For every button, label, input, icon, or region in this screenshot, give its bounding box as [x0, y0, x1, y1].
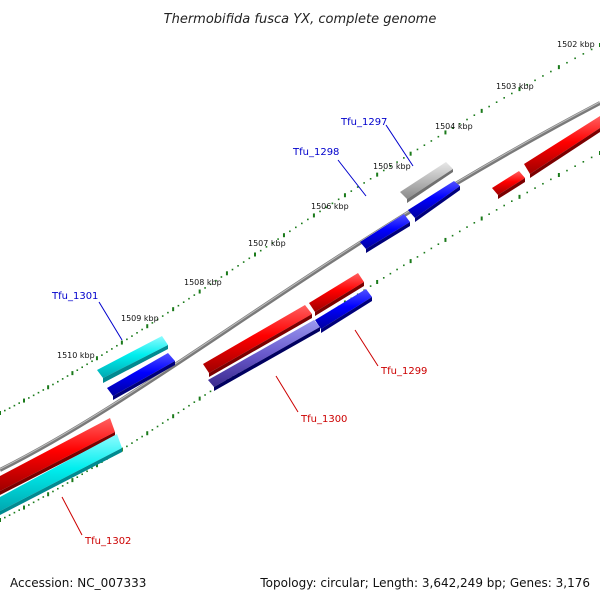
leader-tfu-1301 — [98, 301, 123, 341]
leader-tfu-1300 — [275, 375, 299, 413]
feature-tfu-1302 — [0, 418, 122, 515]
leader-tfu-1298 — [337, 159, 367, 197]
leader-tfu-1299 — [354, 329, 379, 367]
gene-leaders — [61, 124, 414, 536]
feature-tfu-1299 — [309, 273, 372, 333]
feature-tfu-1300 — [203, 305, 320, 391]
map-title: Thermobifida fusca YX, complete genome — [164, 12, 437, 27]
leader-tfu-1297 — [385, 124, 414, 167]
gene-label-tfu-1302: Tfu_1302 — [84, 536, 131, 547]
gene-label-tfu-1300: Tfu_1300 — [300, 414, 347, 425]
tick-label: 1509 kbp — [121, 314, 159, 323]
outer-tick-ring — [0, 43, 600, 415]
features — [0, 116, 600, 515]
gene-label-tfu-1298: Tfu_1298 — [292, 147, 339, 158]
tick-labels: 1502 kbp 1503 kbp 1504 kbp 1505 kbp 1506… — [57, 40, 595, 360]
tick-label: 1504 kbp — [435, 122, 473, 131]
gene-label-tfu-1301: Tfu_1301 — [51, 291, 98, 302]
feature-tfu-1298 — [360, 214, 410, 253]
tick-label: 1505 kbp — [373, 162, 411, 171]
leader-tfu-1302 — [61, 496, 83, 536]
genome-backbone-highlight — [0, 101, 600, 470]
tick-label: 1510 kbp — [57, 351, 95, 360]
tick-label: 1507 kbp — [248, 239, 286, 248]
genome-backbone — [0, 101, 600, 472]
gene-label-tfu-1299: Tfu_1299 — [380, 366, 427, 377]
tick-label: 1502 kbp — [557, 40, 595, 49]
feature-right-red-2 — [492, 171, 525, 199]
genome-stats-text: Topology: circular; Length: 3,642,249 bp… — [260, 576, 590, 590]
feature-tfu-1301 — [97, 336, 175, 400]
tick-label: 1506 kbp — [311, 202, 349, 211]
accession-text: Accession: NC_007333 — [10, 576, 147, 590]
gene-label-tfu-1297: Tfu_1297 — [340, 117, 387, 128]
feature-right-red-1 — [524, 116, 600, 178]
feature-tfu-1297-grey — [400, 162, 453, 203]
feature-tfu-1297 — [408, 181, 460, 222]
gene-labels: Tfu_1297 Tfu_1298 Tfu_1299 Tfu_1300 Tfu_… — [51, 117, 427, 547]
tick-label: 1503 kbp — [496, 82, 534, 91]
tick-label: 1508 kbp — [184, 278, 222, 287]
